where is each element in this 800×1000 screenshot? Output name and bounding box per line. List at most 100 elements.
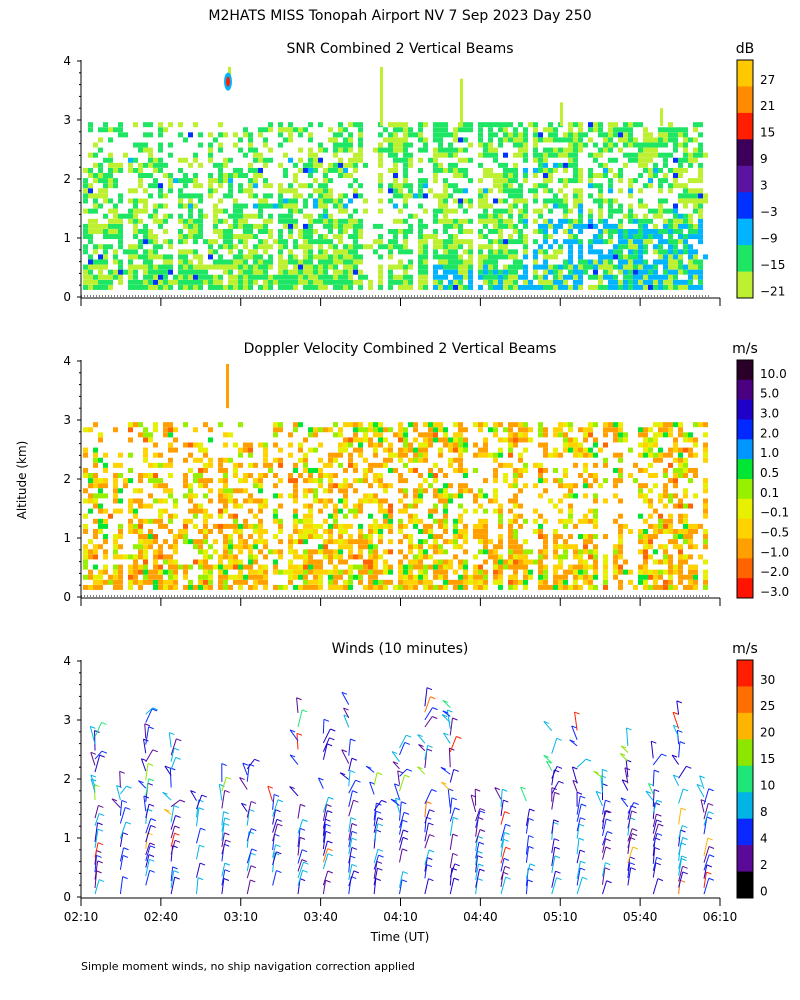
snr-cell [168, 244, 173, 250]
doppler-cell [688, 564, 693, 570]
snr-cell [678, 218, 683, 224]
doppler-cell [413, 467, 418, 473]
snr-cell [348, 122, 353, 128]
snr-cell [233, 223, 238, 229]
snr-cell [638, 157, 643, 163]
doppler-cell [313, 427, 318, 433]
doppler-cell [228, 457, 233, 463]
doppler-cell [273, 559, 278, 565]
snr-cell [553, 132, 558, 138]
snr-cell [88, 269, 93, 275]
doppler-cell [113, 498, 118, 504]
wind-barb-flag [402, 819, 408, 823]
doppler-cell [163, 498, 168, 504]
doppler-cell [93, 564, 98, 570]
doppler-cell [328, 528, 333, 534]
doppler-cell [443, 483, 448, 489]
doppler-cell [203, 523, 208, 529]
doppler-cell [138, 584, 143, 590]
snr-cell [178, 259, 183, 265]
doppler-cell [493, 549, 498, 555]
snr-cell [93, 264, 98, 270]
snr-cell [143, 142, 148, 148]
snr-cell [658, 279, 663, 285]
doppler-cell [323, 549, 328, 555]
doppler-cell [548, 498, 553, 504]
snr-cell [553, 203, 558, 209]
snr-cell [503, 183, 508, 189]
snr-cell [178, 284, 183, 290]
snr-cell [468, 284, 473, 290]
colorbar-swatch [737, 112, 753, 140]
snr-cell [533, 157, 538, 163]
snr-cell [223, 218, 228, 224]
snr-cell [538, 213, 543, 219]
snr-cell [678, 173, 683, 179]
snr-cell [658, 284, 663, 290]
doppler-cell [693, 442, 698, 448]
doppler-cell [518, 513, 523, 519]
snr-cell [238, 264, 243, 270]
snr-cell [683, 264, 688, 270]
snr-cell [103, 188, 108, 194]
snr-cell [208, 254, 213, 260]
snr-cell [388, 122, 393, 128]
wind-barb [94, 860, 99, 880]
doppler-cell [653, 549, 658, 555]
doppler-cell [373, 493, 378, 499]
doppler-cell [458, 483, 463, 489]
wind-barb-flag [179, 799, 186, 803]
wind-barb-flag [126, 785, 132, 789]
snr-cell [348, 198, 353, 204]
doppler-cell [658, 518, 663, 524]
doppler-cell [258, 569, 263, 575]
snr-cell [568, 127, 573, 133]
doppler-cell [358, 498, 363, 504]
doppler-cell [398, 478, 403, 484]
y-tick-label: 1 [63, 531, 71, 545]
doppler-cell [593, 493, 598, 499]
snr-cell [593, 269, 598, 275]
doppler-cell [133, 579, 138, 585]
snr-cell [483, 218, 488, 224]
snr-cell [683, 147, 688, 153]
doppler-cell [83, 564, 88, 570]
doppler-cell [558, 498, 563, 504]
wind-barb-flag [351, 757, 358, 761]
snr-cell [258, 274, 263, 280]
doppler-cell [418, 452, 423, 458]
snr-cell [208, 244, 213, 250]
snr-cell [668, 228, 673, 234]
snr-cell [228, 284, 233, 290]
doppler-cell [203, 508, 208, 514]
snr-cell [683, 223, 688, 229]
doppler-cell [423, 579, 428, 585]
snr-cell [358, 132, 363, 138]
doppler-cell [423, 452, 428, 458]
snr-cell [103, 244, 108, 250]
snr-cell [648, 208, 653, 214]
wind-barb-flag [403, 829, 409, 833]
snr-cell [503, 269, 508, 275]
snr-cell [398, 208, 403, 214]
doppler-cell [398, 452, 403, 458]
snr-cell [588, 244, 593, 250]
snr-cell [283, 264, 288, 270]
doppler-cell [443, 427, 448, 433]
wind-barb-flag [404, 741, 410, 745]
snr-cell [253, 203, 258, 209]
doppler-cell [463, 483, 468, 489]
snr-cell [153, 239, 158, 245]
wind-barb [322, 880, 327, 895]
snr-cell [98, 254, 103, 260]
doppler-cell [508, 508, 513, 514]
snr-cell [393, 239, 398, 245]
doppler-cell [498, 574, 503, 580]
snr-cell [688, 228, 693, 234]
doppler-cell [153, 452, 158, 458]
snr-cell [128, 249, 133, 255]
snr-cell [398, 274, 403, 280]
snr-cell [113, 167, 118, 173]
doppler-cell [133, 544, 138, 550]
wind-barb-flag [251, 848, 257, 852]
